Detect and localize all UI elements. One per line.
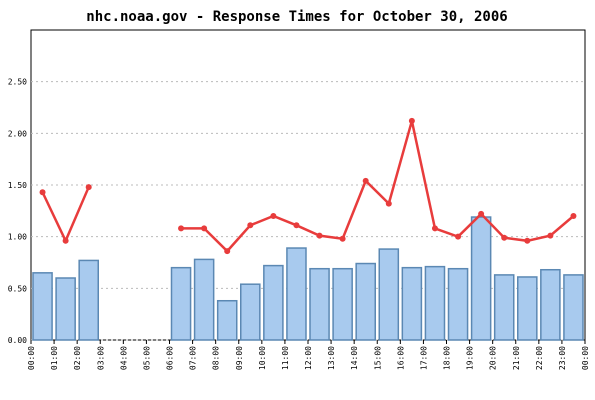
bar	[447, 267, 469, 341]
x-tick-label: 22:00	[535, 346, 544, 370]
x-tick-label: 20:00	[489, 346, 498, 370]
x-tick-label: 01:00	[50, 346, 59, 370]
x-tick-label: 09:00	[235, 346, 244, 370]
bar	[193, 258, 215, 341]
bar	[216, 299, 238, 341]
line-point	[478, 210, 485, 217]
line-point	[501, 234, 508, 241]
line-point	[547, 232, 554, 239]
bar	[401, 266, 423, 341]
x-tick-label: 12:00	[304, 346, 313, 370]
bar	[78, 259, 99, 341]
bar	[424, 265, 446, 341]
bar	[493, 274, 515, 341]
line-point	[431, 225, 438, 232]
line-point	[362, 177, 369, 184]
line-point	[39, 189, 46, 196]
x-tick-label: 04:00	[119, 346, 128, 370]
bar	[517, 276, 538, 341]
line	[41, 120, 575, 253]
bar	[309, 267, 330, 341]
x-tick-label: 02:00	[73, 346, 82, 370]
chart-title: nhc.noaa.gov - Response Times for Octobe…	[86, 9, 507, 25]
bar	[355, 262, 376, 341]
line-point	[570, 213, 577, 219]
line-point	[524, 237, 531, 244]
x-tick-label: 18:00	[443, 346, 452, 370]
bar	[540, 268, 561, 341]
x-tick-label: 08:00	[212, 346, 221, 370]
line-point	[339, 235, 346, 242]
x-tick-label: 16:00	[396, 346, 405, 370]
y-tick-label: 2.50	[8, 78, 27, 87]
line-point	[62, 237, 69, 244]
x-tick-label: 00:00	[581, 346, 590, 370]
bar	[32, 272, 53, 341]
x-tick-label: 23:00	[558, 346, 567, 370]
y-tick-label: 0.00	[8, 336, 27, 345]
line-point	[408, 117, 415, 124]
y-tick-label: 1.50	[8, 181, 27, 190]
x-tick-label: 14:00	[350, 346, 359, 370]
x-tick-label: 06:00	[166, 346, 175, 370]
y-tick-label: 2.00	[8, 129, 27, 138]
bar	[170, 266, 192, 341]
x-tick-label: 11:00	[281, 346, 290, 370]
x-tick-label: 21:00	[512, 346, 521, 370]
line-point	[270, 213, 277, 219]
x-tick-label: 03:00	[96, 346, 105, 370]
bar	[263, 264, 284, 341]
bar	[470, 216, 492, 341]
x-tick-label: 10:00	[258, 346, 267, 370]
bar	[332, 267, 353, 341]
line-point	[85, 184, 92, 191]
x-tick-label: 05:00	[142, 346, 151, 370]
x-tick-label: 13:00	[327, 346, 336, 370]
x-tick-label: 15:00	[373, 346, 382, 370]
x-tick-label: 00:00	[27, 346, 36, 370]
bar	[286, 247, 307, 341]
line-point	[385, 200, 392, 207]
y-tick-label: 1.00	[8, 233, 27, 242]
bar	[563, 274, 584, 341]
bar	[240, 283, 261, 341]
line-point	[316, 232, 323, 239]
line-point	[247, 222, 254, 229]
x-tick-label: 07:00	[189, 346, 198, 370]
line-point	[178, 225, 185, 232]
y-tick-label: 0.50	[8, 284, 27, 293]
x-tick-label: 19:00	[466, 346, 475, 370]
line-point	[201, 225, 208, 232]
line-point	[293, 222, 300, 229]
bar	[378, 248, 400, 341]
line-point	[455, 233, 462, 240]
line-point	[224, 248, 231, 255]
x-tick-label: 17:00	[419, 346, 428, 370]
bar	[55, 277, 76, 341]
